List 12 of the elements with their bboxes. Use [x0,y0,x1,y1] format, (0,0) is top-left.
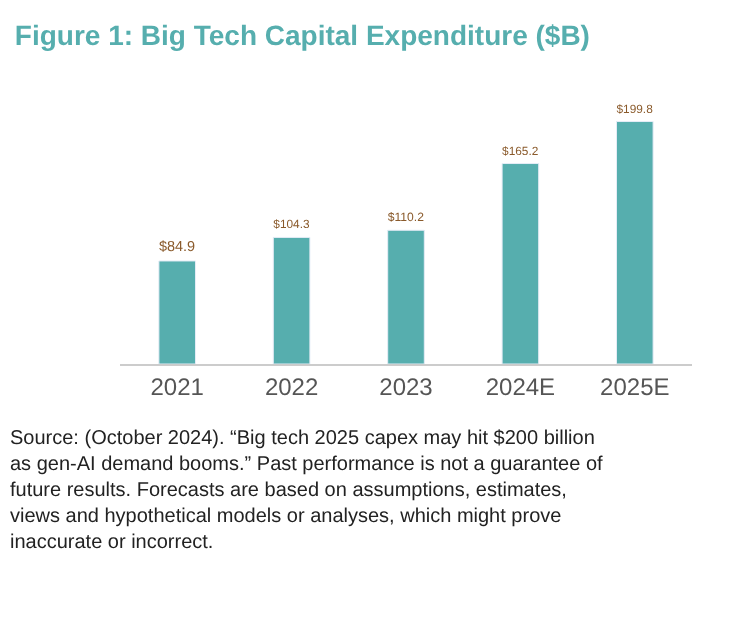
x-tick-label: 2021 [150,372,205,401]
x-tick-label: 2024E [485,372,556,401]
source-note: Source: (October 2024). “Big tech 2025 capex may hit $200 billion as gen-AI demand booms.” Past performance is not a guarantee of future results. Forecasts are based on assumptions, estimates, views and hypothetical models or analyses, which might prove inaccurate or incorrect. [10,428,603,554]
bar [616,121,654,364]
bar [387,229,425,364]
bar [501,163,540,364]
x-tick-label: 2022 [264,372,319,401]
x-tick-label: 2025E [600,372,670,401]
x-tick-label: 2023 [379,372,434,401]
chart-title: Figure 1: Big Tech Capital Expenditure ($B) [14,19,590,52]
bar [158,260,196,364]
bar [272,236,311,364]
